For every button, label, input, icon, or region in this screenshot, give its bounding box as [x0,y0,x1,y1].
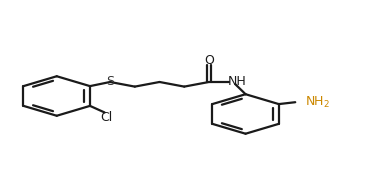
Text: NH: NH [228,74,247,88]
Text: Cl: Cl [100,111,113,124]
Text: NH$_2$: NH$_2$ [305,95,330,110]
Text: O: O [204,54,214,67]
Text: S: S [106,75,114,89]
